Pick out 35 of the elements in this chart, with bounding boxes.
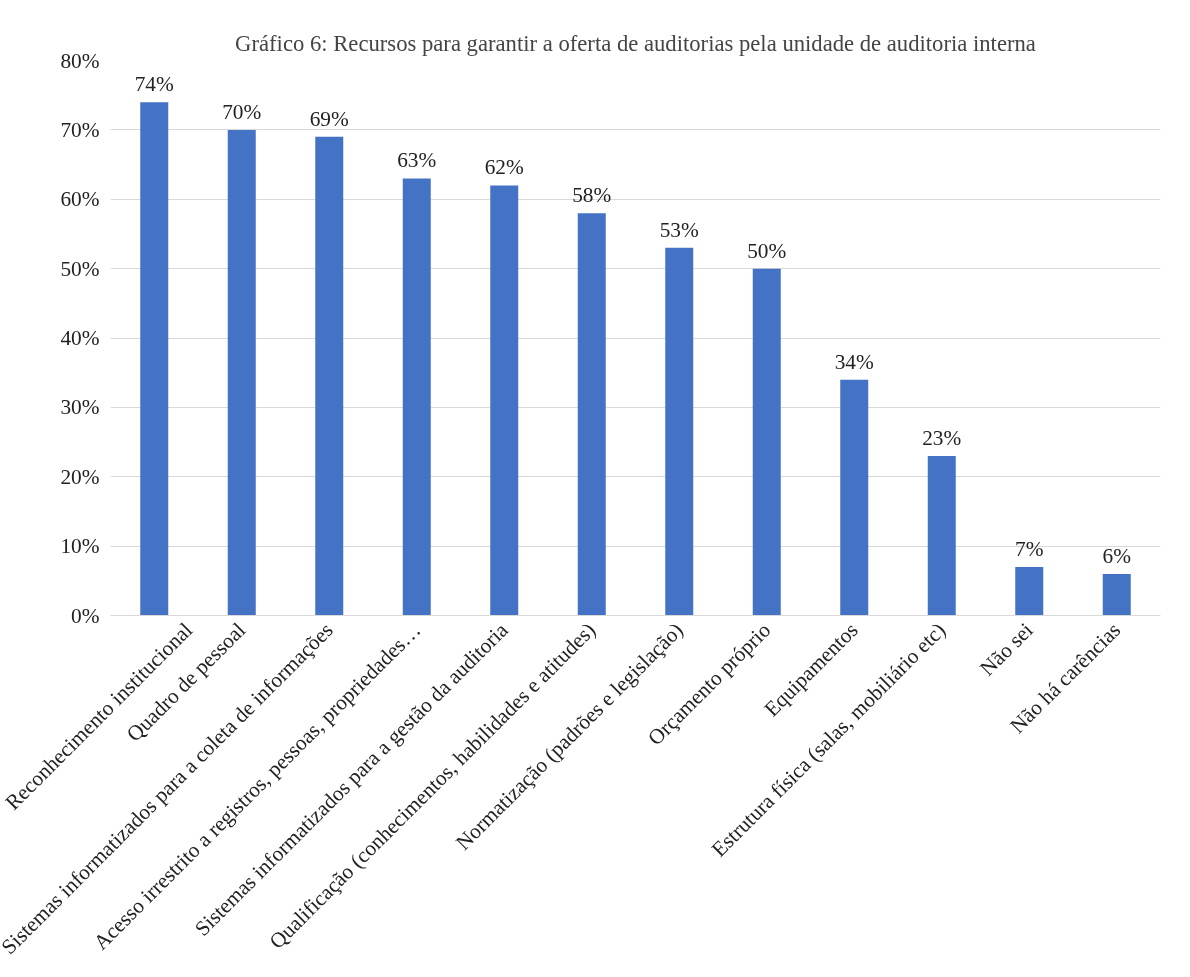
y-tick-label: 10% [60, 534, 100, 559]
bar [840, 379, 869, 616]
bar [315, 136, 344, 616]
data-label: 74% [134, 72, 175, 97]
bar [402, 178, 431, 616]
data-label: 53% [659, 217, 700, 242]
bar [577, 213, 606, 616]
data-label: 7% [1015, 536, 1044, 561]
data-label: 50% [747, 238, 787, 263]
bar [227, 129, 256, 616]
y-tick-label: 30% [60, 395, 100, 420]
bar [140, 102, 169, 616]
y-tick-label: 70% [60, 117, 100, 142]
data-label: 70% [222, 99, 262, 124]
bar [927, 455, 956, 616]
data-label: 63% [397, 148, 437, 173]
data-label: 23% [922, 425, 962, 450]
data-label: 69% [309, 106, 350, 131]
bar [752, 268, 781, 616]
bar [490, 185, 519, 616]
y-tick-label: 20% [60, 464, 100, 489]
data-label: 6% [1102, 543, 1132, 568]
data-label: 62% [484, 155, 525, 180]
y-tick-label: 50% [60, 256, 100, 281]
bar [1015, 566, 1044, 616]
data-label: 58% [572, 183, 612, 208]
data-label: 34% [834, 349, 875, 374]
bar [1102, 573, 1131, 616]
y-tick-label: 60% [60, 187, 100, 212]
chart-title: Gráfico 6: Recursos para garantir a oferta de auditorias pela unidade de auditoria interna [235, 30, 1036, 56]
bar [665, 247, 694, 616]
y-tick-label: 40% [60, 326, 100, 350]
y-tick-label: 0% [71, 603, 100, 628]
x-tick-label: Não sei [975, 617, 1038, 681]
y-tick-label: 80% [60, 48, 100, 73]
